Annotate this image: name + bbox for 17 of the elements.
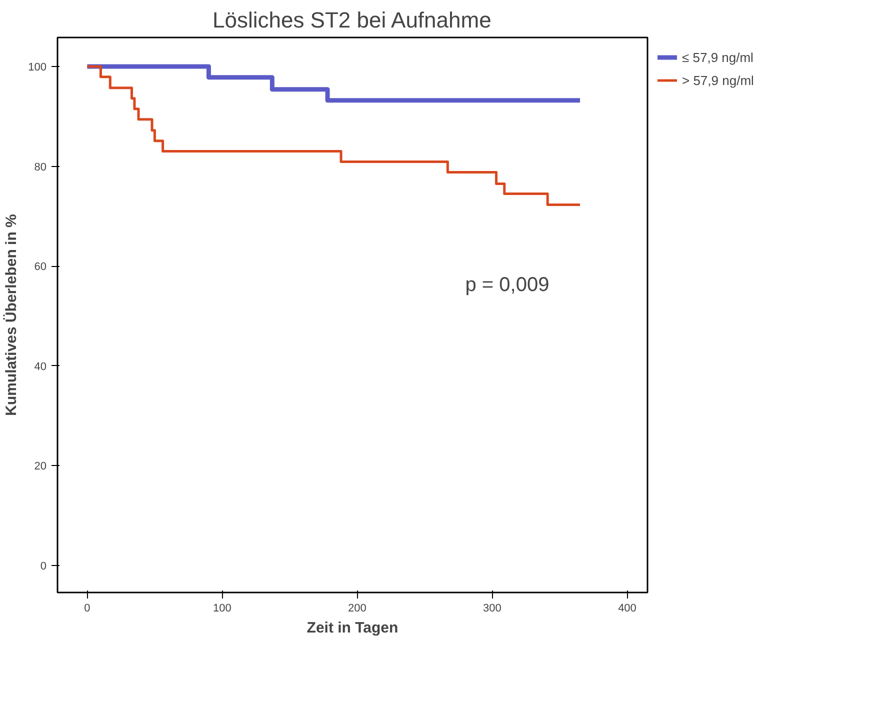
y-tick-label: 60 (34, 261, 47, 274)
legend-label: ≤ 57,9 ng/ml (682, 50, 754, 64)
x-tick-label: 100 (213, 602, 232, 614)
y-tick-label: 80 (34, 161, 47, 174)
x-tick-label: 0 (84, 602, 90, 614)
y-axis-title: Kumulatives Überleben in % (3, 214, 20, 416)
x-axis-title: Zeit in Tagen (306, 620, 398, 636)
legend-label: > 57,9 ng/ml (682, 72, 754, 88)
annotation: p = 0,009 (465, 274, 550, 296)
y-tick-label: 100 (28, 61, 47, 74)
y-tick-label: 0 (40, 560, 47, 573)
y-tick-label: 20 (34, 460, 47, 473)
chart-title: Lösliches ST2 bei Aufnahme (212, 8, 492, 32)
x-tick-label: 200 (348, 602, 366, 614)
y-tick-label: 40 (34, 360, 47, 373)
x-tick-label: 400 (618, 602, 636, 614)
x-tick-label: 300 (483, 602, 502, 614)
